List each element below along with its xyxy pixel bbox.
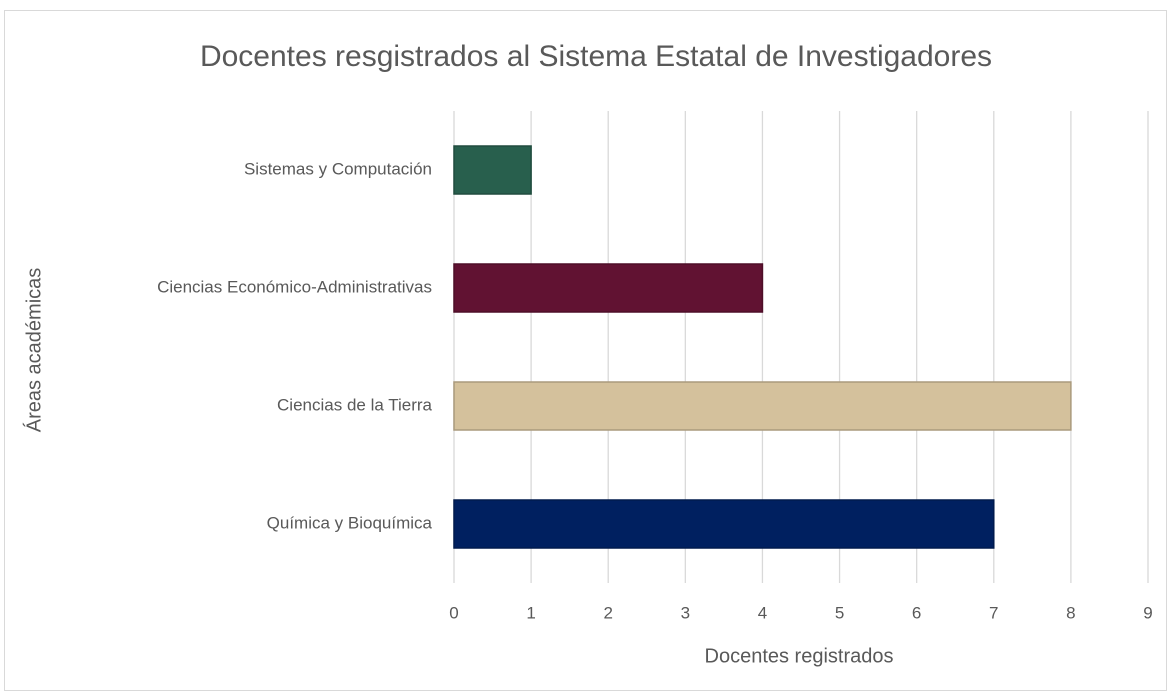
y-tick-label: Ciencias Económico-Administrativas [157,277,432,296]
x-tick-label: 6 [912,603,921,622]
x-tick-label: 9 [1143,603,1152,622]
x-tick-label: 7 [989,603,998,622]
bar [453,145,532,195]
y-axis-label: Áreas académicas [22,268,45,433]
x-axis-label: Docentes registrados [705,645,894,667]
x-tick-label: 5 [835,603,844,622]
x-tick-label: 1 [526,603,535,622]
y-tick-label: Ciencias de la Tierra [277,395,433,414]
y-tick-label: Química y Bioquímica [267,513,433,532]
x-tick-label: 2 [603,603,612,622]
y-tick-label: Sistemas y Computación [244,159,432,178]
x-tick-label: 0 [449,603,458,622]
bar [453,381,1072,431]
x-tick-label: 3 [681,603,690,622]
x-tick-label: 8 [1066,603,1075,622]
x-tick-label: 4 [758,603,767,622]
chart-border [4,10,1167,691]
bar [453,499,995,549]
bar [453,263,764,313]
chart-title: Docentes resgistrados al Sistema Estatal… [200,40,992,73]
